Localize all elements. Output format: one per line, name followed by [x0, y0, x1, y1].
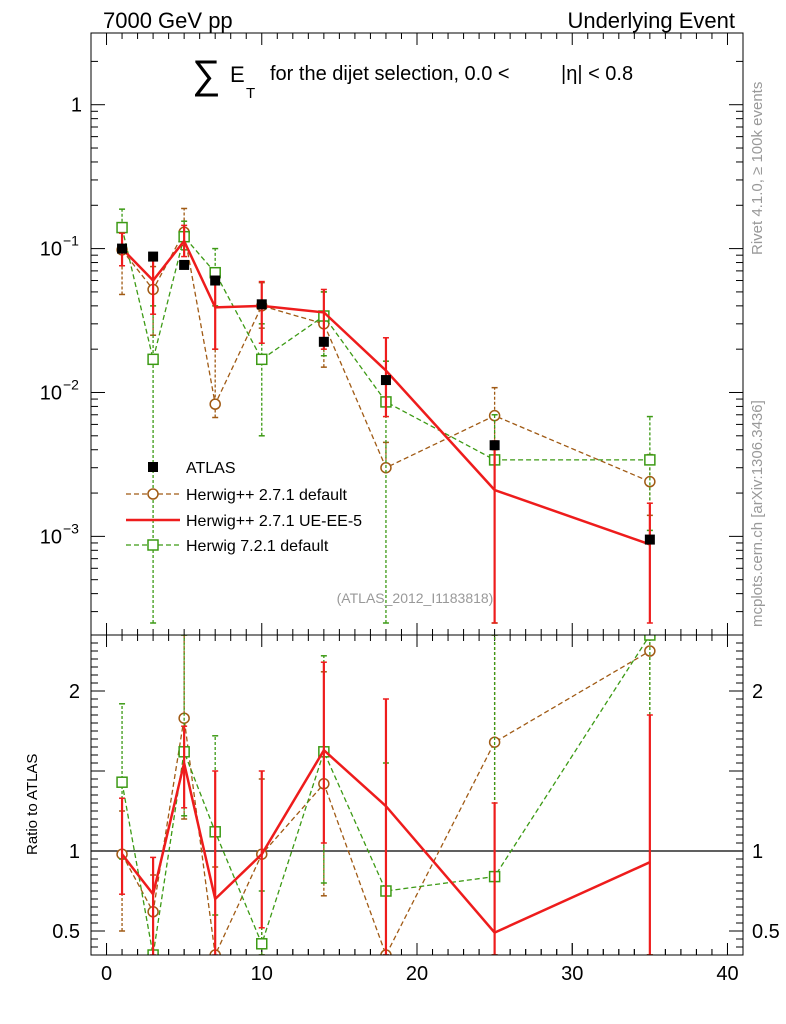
main-panel-data — [116, 207, 656, 624]
y-tick-label: 10 — [40, 526, 62, 548]
chart-title: ∑ E T for the dijet selection, 0.0 < |η|… — [192, 53, 633, 102]
ratio-y-axis-label: Ratio to ATLAS — [24, 754, 41, 855]
header-left: 7000 GeV pp — [103, 8, 233, 33]
atlas-point — [256, 299, 267, 310]
y-tick-label: 10 — [40, 382, 62, 404]
legend: ATLAS Herwig++ 2.7.1 default Herwig++ 2.7.… — [126, 460, 362, 555]
title-sum-symbol: ∑ — [192, 53, 221, 97]
y-tick-label: 1 — [71, 95, 82, 117]
legend-herwig-2-7-1-ue-ee-5-label: Herwig++ 2.7.1 UE-EE-5 — [186, 513, 362, 530]
x-tick-label: 20 — [406, 963, 428, 985]
herwig-7-2-1-default-main-point — [116, 221, 128, 234]
herwig-2-7-1-default-ratio-point — [644, 645, 656, 657]
ratio-tick-label: 0.5 — [52, 921, 80, 943]
atlas-point — [318, 336, 329, 347]
legend-herwig-2-7-1-default-label: Herwig++ 2.7.1 default — [186, 487, 348, 504]
herwig-7-2-1-default-ratio-point — [644, 635, 656, 641]
herwig-7-2-1-default-ratio-point — [116, 776, 128, 788]
header-right: Underlying Event — [567, 8, 735, 33]
atlas-point — [210, 275, 221, 286]
analysis-id: (ATLAS_2012_I1183818) — [337, 590, 494, 606]
side-label-bottom: mcplots.cern.ch [arXiv:1306.3436] — [749, 400, 766, 627]
legend-atlas-marker — [148, 462, 158, 472]
herwig-7-2-1-default-main-point — [147, 353, 159, 366]
y-tick-label: 10 — [40, 239, 62, 261]
herwig-7-2-1-default-main-point — [644, 454, 656, 466]
x-tick-label: 10 — [251, 963, 273, 985]
herwig-2-7-1-default-main-point — [644, 475, 656, 488]
herwig-7-2-1-default-main-point — [256, 353, 268, 366]
atlas-point — [117, 243, 128, 254]
herwig-7-2-1-default-main-line — [121, 227, 650, 461]
y-tick-exponent: −2 — [63, 376, 79, 392]
title-subscript: T — [246, 85, 255, 102]
y-tick-exponent: −1 — [63, 233, 79, 249]
ratio-tick-label-right: 0.5 — [752, 921, 780, 943]
legend-herwig-7-2-1-default-marker — [147, 539, 159, 551]
x-tick-label: 30 — [561, 963, 583, 985]
legend-herwig-7-2-1-default-label: Herwig 7.2.1 default — [186, 538, 329, 555]
atlas-point — [489, 440, 500, 451]
side-label-top: Rivet 4.1.0, ≥ 100k events — [749, 82, 766, 255]
x-tick-label: 40 — [716, 963, 738, 985]
ratio-panel-data — [116, 635, 656, 955]
herwig-2-7-1-default-main-point — [209, 398, 221, 410]
atlas-point — [148, 251, 159, 262]
ratio-tick-label-right: 2 — [752, 681, 763, 703]
title-variable: E — [230, 62, 245, 87]
legend-herwig-2-7-1-default-marker — [147, 488, 159, 500]
ratio-tick-label: 1 — [69, 841, 80, 863]
title-eta: |η| < 0.8 — [561, 63, 633, 85]
herwig-2-7-1-default-main-line — [121, 230, 651, 483]
x-tick-label: 0 — [101, 963, 112, 985]
ratio-plot-frame — [90, 634, 744, 956]
ratio-tick-label: 2 — [69, 681, 80, 703]
atlas-point — [380, 375, 391, 386]
ratio-tick-label-right: 1 — [752, 841, 763, 863]
atlas-point — [644, 534, 655, 545]
herwig-7-2-1-default-ratio-point — [256, 938, 268, 950]
herwig-2-7-1-ue-ee-5-ratio-line — [121, 748, 651, 935]
atlas-point — [179, 259, 190, 270]
legend-atlas-label: ATLAS — [186, 460, 236, 477]
y-tick-exponent: −3 — [63, 520, 79, 536]
title-text: for the dijet selection, 0.0 < — [270, 63, 510, 85]
